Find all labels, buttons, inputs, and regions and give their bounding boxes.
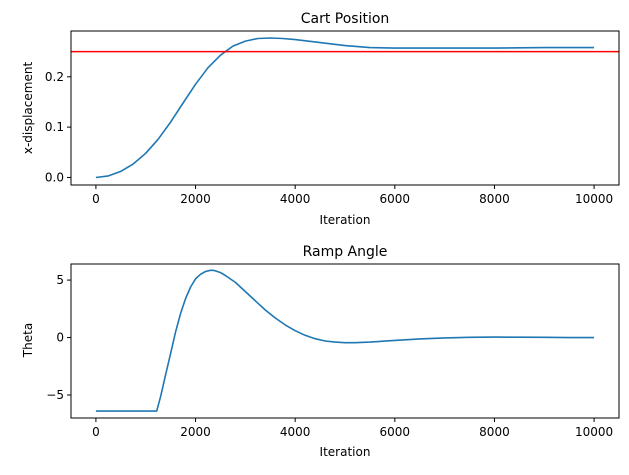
y-tick-label: 0.1 bbox=[45, 120, 64, 134]
y-tick-label: 5 bbox=[56, 273, 64, 287]
x-tick-label: 8000 bbox=[479, 425, 510, 439]
x-tick-label: 0 bbox=[92, 192, 100, 206]
cart-position-title: Cart Position bbox=[301, 11, 390, 27]
x-tick-label: 8000 bbox=[479, 192, 510, 206]
ramp-angle-plot-area: 0 2000 4000 6000 8000 10000 −5 0 5 bbox=[46, 269, 613, 439]
x-tick-label: 2000 bbox=[180, 425, 211, 439]
series-line bbox=[95, 37, 595, 179]
x-tick-label: 10000 bbox=[575, 425, 613, 439]
x-tick-label: 4000 bbox=[280, 192, 311, 206]
cart-position-frame bbox=[70, 30, 620, 186]
x-tick-label: 0 bbox=[92, 425, 100, 439]
series-line bbox=[95, 269, 595, 412]
cart-position-ylabel: x-displacement bbox=[21, 62, 35, 155]
x-tick-label: 4000 bbox=[280, 425, 311, 439]
ramp-angle-xlabel: Iteration bbox=[320, 445, 371, 459]
y-tick-label: 0.0 bbox=[45, 170, 64, 184]
ramp-angle-chart: Ramp Angle Theta Iteration 0 2000 4000 6000… bbox=[21, 244, 620, 459]
x-tick-label: 6000 bbox=[380, 192, 411, 206]
x-tick-label: 2000 bbox=[180, 192, 211, 206]
cart-position-plot-area: 0 2000 4000 6000 8000 10000 0.0 0.1 0.2 bbox=[45, 37, 619, 206]
cart-position-xlabel: Iteration bbox=[320, 213, 371, 227]
cart-position-chart: Cart Position x-displacement Iteration 0… bbox=[21, 11, 620, 227]
ramp-angle-frame bbox=[70, 263, 620, 419]
y-tick-label: −5 bbox=[46, 388, 64, 402]
x-tick-label: 10000 bbox=[575, 192, 613, 206]
y-tick-label: 0 bbox=[56, 331, 64, 345]
ramp-angle-ylabel: Theta bbox=[21, 323, 35, 358]
y-tick-label: 0.2 bbox=[45, 70, 64, 84]
ramp-angle-title: Ramp Angle bbox=[303, 244, 388, 260]
x-tick-label: 6000 bbox=[380, 425, 411, 439]
